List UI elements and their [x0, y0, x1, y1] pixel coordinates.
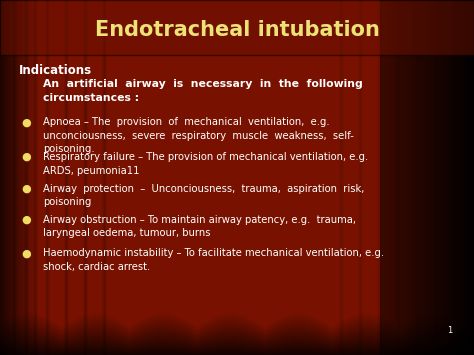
Text: Haemodynamic instability – To facilitate mechanical ventilation, e.g.
shock, car: Haemodynamic instability – To facilitate…: [43, 248, 384, 272]
Text: Respiratory failure – The provision of mechanical ventilation, e.g.
ARDS, peumon: Respiratory failure – The provision of m…: [43, 152, 368, 175]
Text: Airway  protection  –  Unconciousness,  trauma,  aspiration  risk,
poisoning: Airway protection – Unconciousness, trau…: [43, 184, 364, 207]
Text: Airway obstruction – To maintain airway patency, e.g.  trauma,
laryngeal oedema,: Airway obstruction – To maintain airway …: [43, 215, 356, 238]
Text: ●: ●: [21, 248, 31, 258]
Text: ●: ●: [21, 117, 31, 127]
Text: Indications: Indications: [19, 64, 92, 77]
Text: 1: 1: [447, 327, 453, 335]
FancyBboxPatch shape: [0, 0, 474, 55]
Text: ●: ●: [21, 184, 31, 194]
Text: ●: ●: [21, 215, 31, 225]
Text: Apnoea – The  provision  of  mechanical  ventilation,  e.g.
unconciousness,  sev: Apnoea – The provision of mechanical ven…: [43, 117, 354, 154]
Text: ●: ●: [21, 152, 31, 162]
Text: An  artificial  airway  is  necessary  in  the  following
circumstances :: An artificial airway is necessary in the…: [43, 79, 363, 103]
Text: Endotracheal intubation: Endotracheal intubation: [94, 20, 380, 40]
